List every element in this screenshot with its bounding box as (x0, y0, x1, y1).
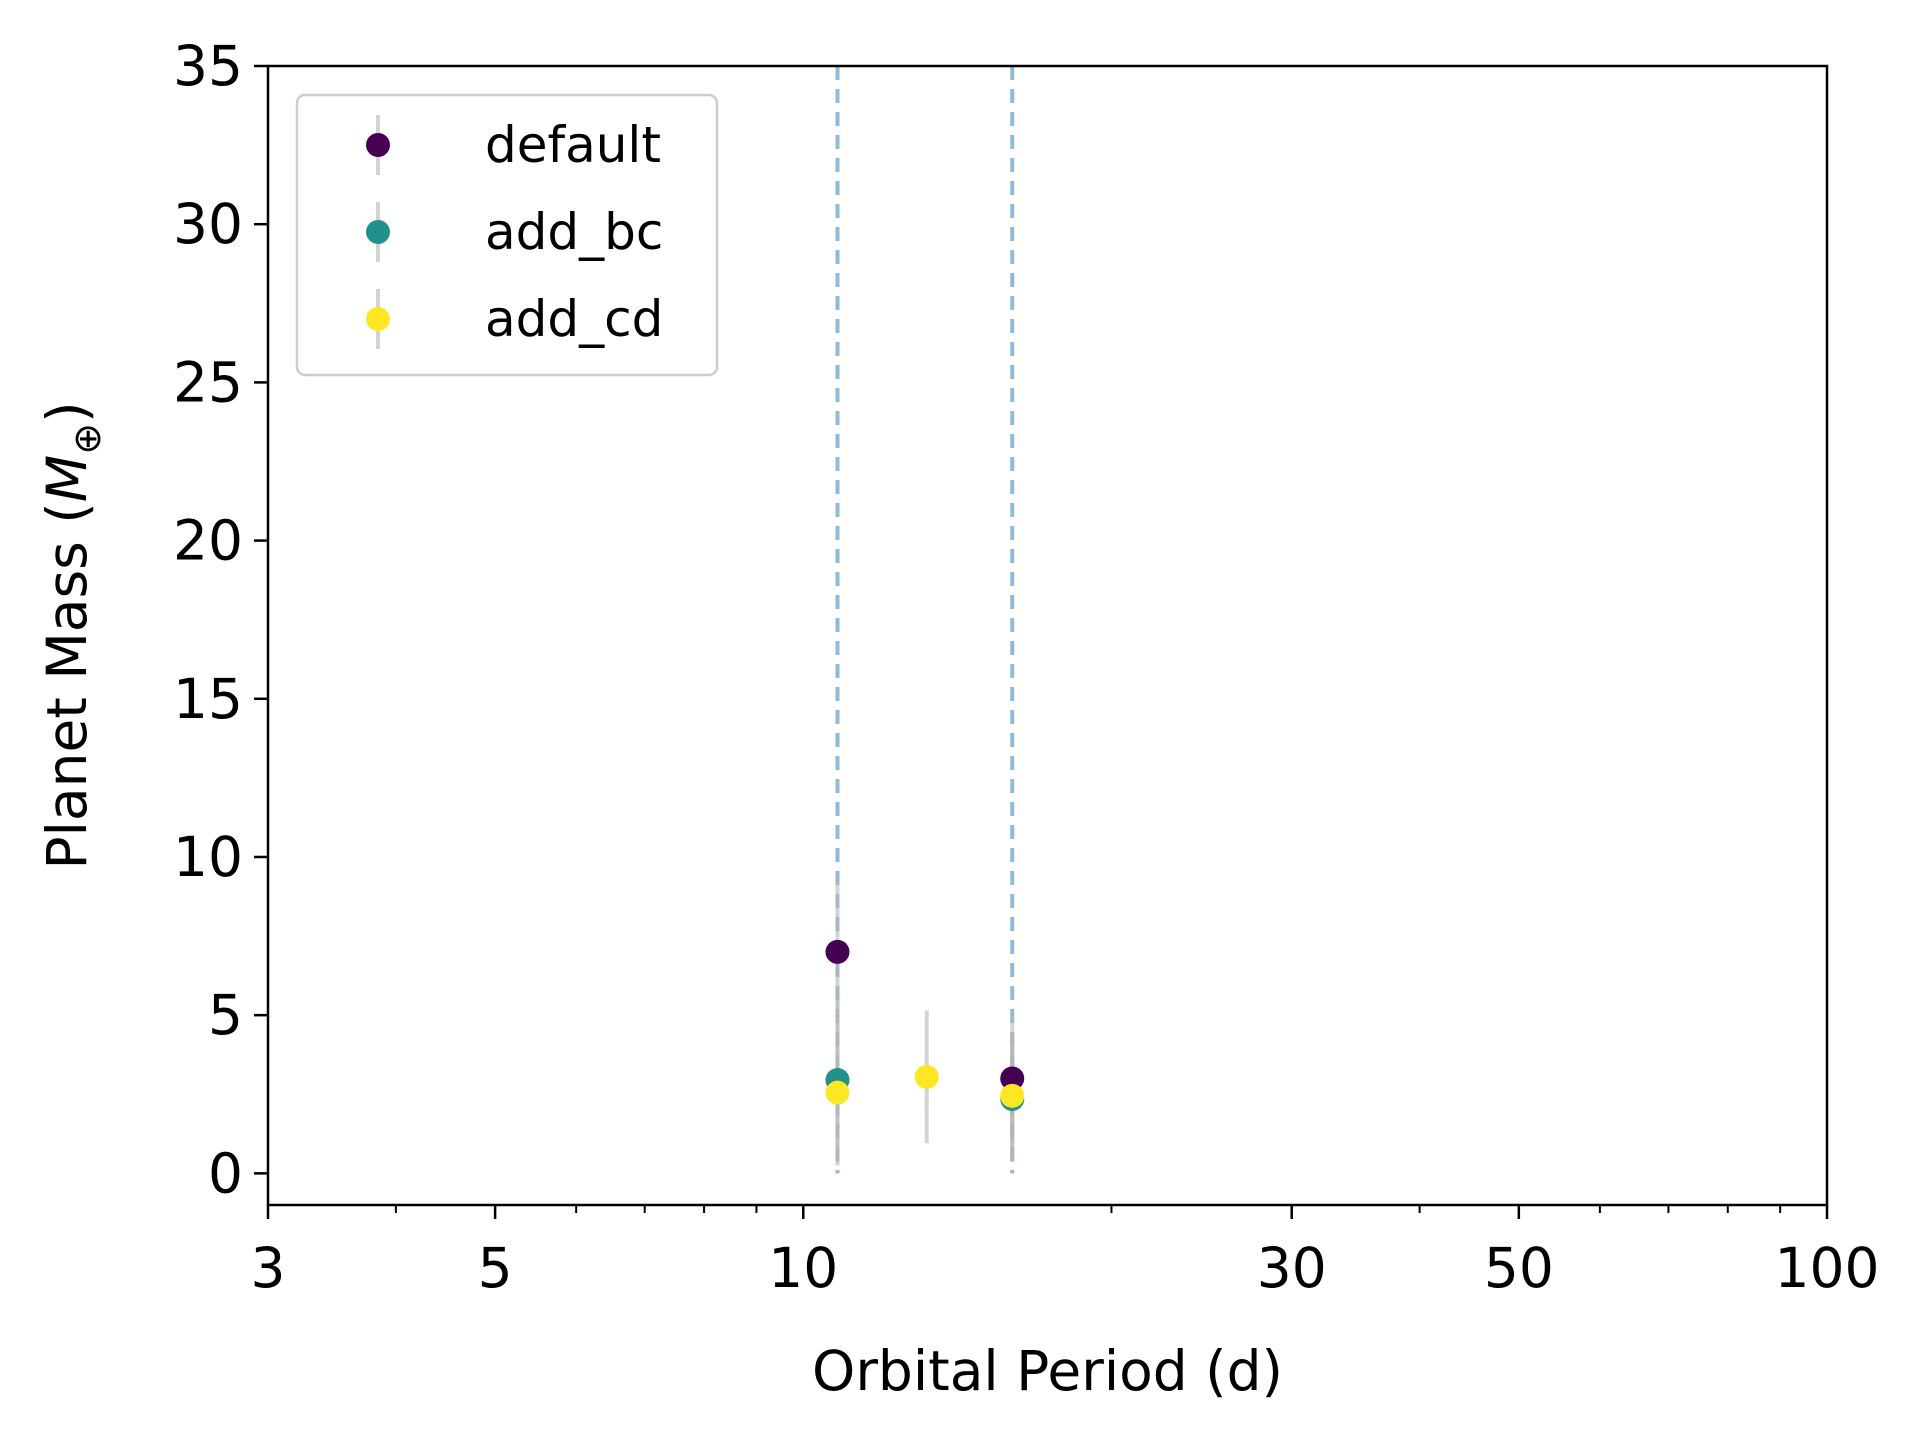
legend-label: default (485, 116, 661, 174)
y-tick-label: 0 (208, 1141, 243, 1205)
legend: default add_bc add_cd (295, 93, 719, 377)
y-tick-label: 20 (173, 509, 243, 573)
legend-marker-default (366, 133, 390, 157)
legend-frame (295, 93, 719, 377)
x-tick-label: 10 (768, 1236, 838, 1300)
legend-label: add_cd (485, 290, 663, 348)
x-tick-label: 50 (1484, 1236, 1554, 1300)
legend-marker-add_bc (366, 220, 390, 244)
legend-marker-add_cd (366, 307, 390, 331)
y-tick-label: 25 (173, 350, 243, 414)
y-axis-label-close: ) (35, 401, 99, 422)
data-point-default (825, 939, 850, 964)
data-point-add_cd (1000, 1083, 1025, 1108)
y-tick-label: 10 (173, 825, 243, 889)
data-point-default (1000, 1066, 1025, 1091)
y-tick-label: 15 (173, 667, 243, 731)
y-axis-label-subscript: ⊕ (65, 423, 109, 455)
y-axis-label-text: Planet Mass ( (35, 502, 99, 869)
reference-lines (835, 66, 1015, 1174)
data-point-add_cd (914, 1064, 939, 1089)
x-tick-label: 100 (1775, 1236, 1880, 1300)
y-tick-label: 5 (208, 983, 243, 1047)
x-tick-label: 30 (1257, 1236, 1327, 1300)
data-point-add_cd (825, 1080, 850, 1105)
x-tick-label: 5 (478, 1236, 513, 1300)
x-axis-label: Orbital Period (d) (812, 1339, 1283, 1403)
plot-frame (266, 64, 1829, 1207)
y-axis-label-symbol: M (35, 455, 99, 502)
y-tick-label: 30 (173, 192, 243, 256)
x-axis-ticks: 3 5 10 30 50 100 (251, 1205, 1880, 1300)
y-axis-ticks: 0 5 10 15 20 25 30 35 (173, 34, 268, 1205)
y-tick-label: 35 (173, 34, 243, 98)
y-axis-label: Planet Mass (M⊕) (35, 401, 109, 869)
x-tick-label: 3 (251, 1236, 286, 1300)
legend-label: add_bc (485, 203, 663, 261)
error-bars (835, 882, 1015, 1166)
data-points (825, 939, 1025, 1112)
